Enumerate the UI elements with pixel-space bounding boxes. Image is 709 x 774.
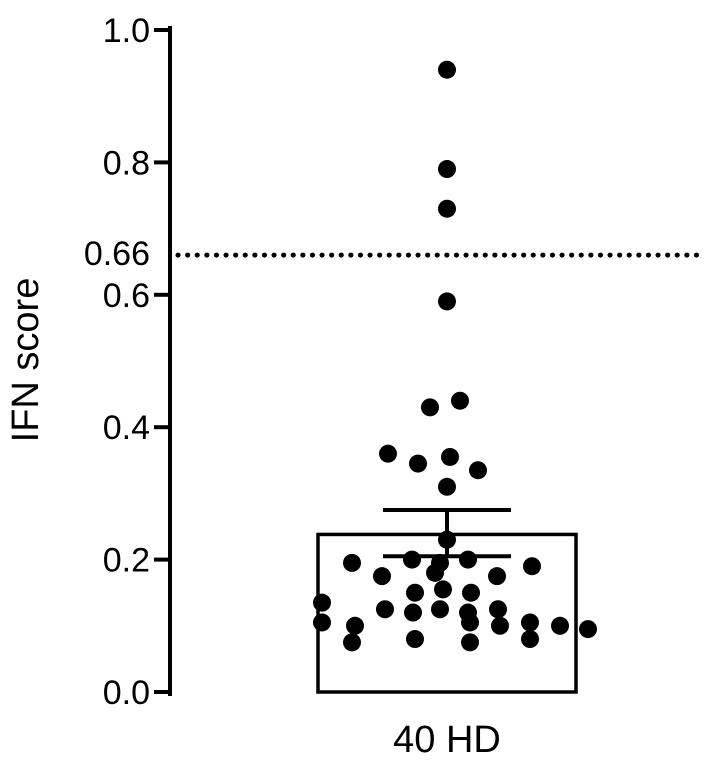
data-point [409, 454, 427, 473]
y-axis-ticks [154, 28, 170, 694]
data-point [343, 633, 361, 652]
data-point [373, 567, 391, 586]
data-point [406, 630, 424, 649]
x-category-label: 40 HD [393, 719, 501, 761]
data-point [469, 461, 487, 480]
data-point [521, 613, 539, 632]
data-point [379, 444, 397, 463]
data-point [346, 616, 364, 635]
data-point [521, 630, 539, 649]
y-tick-label: 0.8 [103, 144, 150, 182]
y-tick-label: 0.0 [103, 674, 150, 712]
data-point [441, 447, 459, 466]
data-point [313, 593, 331, 612]
y-tick-label: 0.2 [103, 542, 150, 580]
data-point [406, 583, 424, 602]
data-point [343, 553, 361, 572]
data-point [421, 398, 439, 417]
y-tick-label: 1.0 [103, 12, 150, 50]
data-point [579, 620, 597, 639]
data-point [462, 583, 480, 602]
data-point [431, 600, 449, 619]
data-point [438, 477, 456, 496]
data-point [434, 580, 452, 599]
data-point [438, 530, 456, 549]
y-axis-title: IFN score [5, 278, 47, 443]
threshold-label: 0.66 [84, 235, 150, 273]
data-point [438, 292, 456, 311]
data-point [376, 600, 394, 619]
data-point [438, 60, 456, 79]
data-point [523, 557, 541, 576]
data-point [404, 603, 422, 622]
data-point [313, 613, 331, 632]
data-point [459, 550, 477, 569]
data-point [461, 613, 479, 632]
data-point [451, 391, 469, 410]
data-points [313, 60, 597, 652]
data-point [489, 600, 507, 619]
data-point [551, 616, 569, 635]
data-point [426, 563, 444, 582]
data-point [491, 616, 509, 635]
data-point [438, 160, 456, 179]
y-tick-label: 0.6 [103, 277, 150, 315]
data-point [488, 567, 506, 586]
data-point [438, 199, 456, 218]
y-tick-label: 0.4 [103, 409, 150, 447]
y-axis-tick-labels: 0.0 0.2 0.4 0.6 0.8 1.0 [103, 12, 150, 712]
data-point [461, 633, 479, 652]
data-point [403, 550, 421, 569]
